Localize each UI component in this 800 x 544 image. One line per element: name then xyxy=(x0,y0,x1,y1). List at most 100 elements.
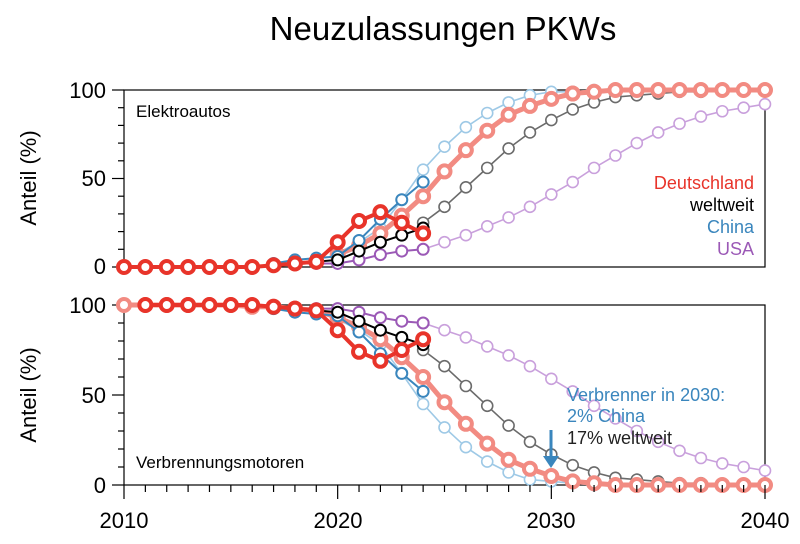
data-point xyxy=(715,104,729,118)
data-point xyxy=(457,415,474,432)
data-point xyxy=(373,311,387,325)
data-point xyxy=(416,397,430,411)
data-point xyxy=(459,440,473,454)
data-point xyxy=(737,101,750,114)
data-point xyxy=(502,96,515,109)
data-point xyxy=(438,235,451,249)
data-point xyxy=(393,214,410,231)
data-point xyxy=(630,136,644,150)
legend-entry-deutschland: Deutschland xyxy=(654,173,754,193)
data-point xyxy=(329,234,346,251)
data-point xyxy=(651,126,665,139)
data-point xyxy=(671,82,688,98)
x-tick-label: 2010 xyxy=(100,508,149,533)
data-point xyxy=(415,331,432,348)
data-point xyxy=(521,97,538,114)
data-point xyxy=(502,142,515,155)
data-point xyxy=(438,200,451,214)
data-point xyxy=(502,466,515,479)
data-point xyxy=(459,228,473,242)
y-axis-label: Anteil (%) xyxy=(16,130,41,225)
data-point xyxy=(587,161,601,175)
data-point xyxy=(180,259,197,275)
data-point xyxy=(438,140,451,153)
y-tick-label: 100 xyxy=(69,293,106,318)
data-point xyxy=(416,242,430,256)
y-axis-label: Anteil (%) xyxy=(16,347,41,442)
data-point xyxy=(352,314,366,328)
data-point xyxy=(543,90,560,107)
annotation-arrow xyxy=(543,430,559,468)
data-point xyxy=(351,212,368,229)
data-point xyxy=(395,244,409,258)
legend-entry-usa: USA xyxy=(717,239,754,259)
data-point xyxy=(436,163,453,180)
data-point xyxy=(265,298,282,315)
data-point xyxy=(459,331,473,344)
data-point xyxy=(502,349,515,362)
data-point xyxy=(352,325,366,339)
data-point xyxy=(650,82,667,98)
data-point xyxy=(500,106,517,123)
data-point xyxy=(372,204,389,221)
data-point xyxy=(415,225,432,242)
data-point xyxy=(438,421,451,434)
y-tick-label: 100 xyxy=(69,78,106,103)
data-point xyxy=(265,257,282,274)
data-point xyxy=(758,97,772,111)
data-point xyxy=(352,233,366,247)
data-point xyxy=(351,343,368,360)
data-point xyxy=(566,385,580,398)
annotation-line-3: 17% weltweit xyxy=(567,428,672,448)
data-point xyxy=(587,399,601,413)
legend-entry-weltweit: weltweit xyxy=(689,195,754,215)
chart-title: Neuzulassungen PKWs xyxy=(270,10,617,47)
data-point xyxy=(158,259,175,275)
y-tick-label: 0 xyxy=(94,473,106,498)
data-point xyxy=(480,340,494,353)
data-point xyxy=(545,188,558,201)
data-point xyxy=(222,259,239,275)
data-point xyxy=(308,302,325,319)
data-point xyxy=(415,369,432,385)
data-point xyxy=(137,297,154,313)
data-point xyxy=(545,372,558,386)
x-tick-label: 2020 xyxy=(314,508,363,533)
data-point xyxy=(523,435,537,449)
series-deutschland-prognose xyxy=(329,82,773,263)
data-point xyxy=(480,161,494,175)
data-point xyxy=(415,188,432,205)
data-point xyxy=(651,435,665,449)
data-point xyxy=(566,458,580,472)
data-point xyxy=(673,444,686,458)
data-point xyxy=(479,435,496,452)
data-point xyxy=(692,82,709,98)
data-point xyxy=(201,297,218,313)
data-point xyxy=(116,297,132,313)
data-point xyxy=(566,103,580,116)
data-point xyxy=(459,181,473,194)
data-point xyxy=(372,352,389,369)
x-tick-label: 2030 xyxy=(527,508,576,533)
data-point xyxy=(436,394,453,411)
data-point xyxy=(158,297,175,313)
annotation-line-1: Verbrenner in 2030: xyxy=(567,385,725,405)
data-point xyxy=(564,85,581,102)
data-point xyxy=(757,82,773,98)
data-point xyxy=(735,82,752,98)
data-point xyxy=(395,193,409,207)
data-point xyxy=(523,359,537,373)
data-point xyxy=(694,451,708,465)
data-point xyxy=(393,342,410,358)
panel-verbrennungsmotoren: 0 50 100 Anteil (%) Verbrennungsmotoren … xyxy=(16,293,789,533)
y-tick-label: 50 xyxy=(82,166,106,191)
data-point xyxy=(457,142,474,159)
y-tick-label: 0 xyxy=(94,254,106,279)
panel-label: Verbrennungsmotoren xyxy=(136,453,304,472)
x-tick-label: 2040 xyxy=(741,508,790,533)
data-point xyxy=(566,175,580,189)
data-point xyxy=(714,82,731,98)
data-point xyxy=(630,424,644,438)
data-point xyxy=(352,244,366,258)
data-point xyxy=(480,399,494,413)
